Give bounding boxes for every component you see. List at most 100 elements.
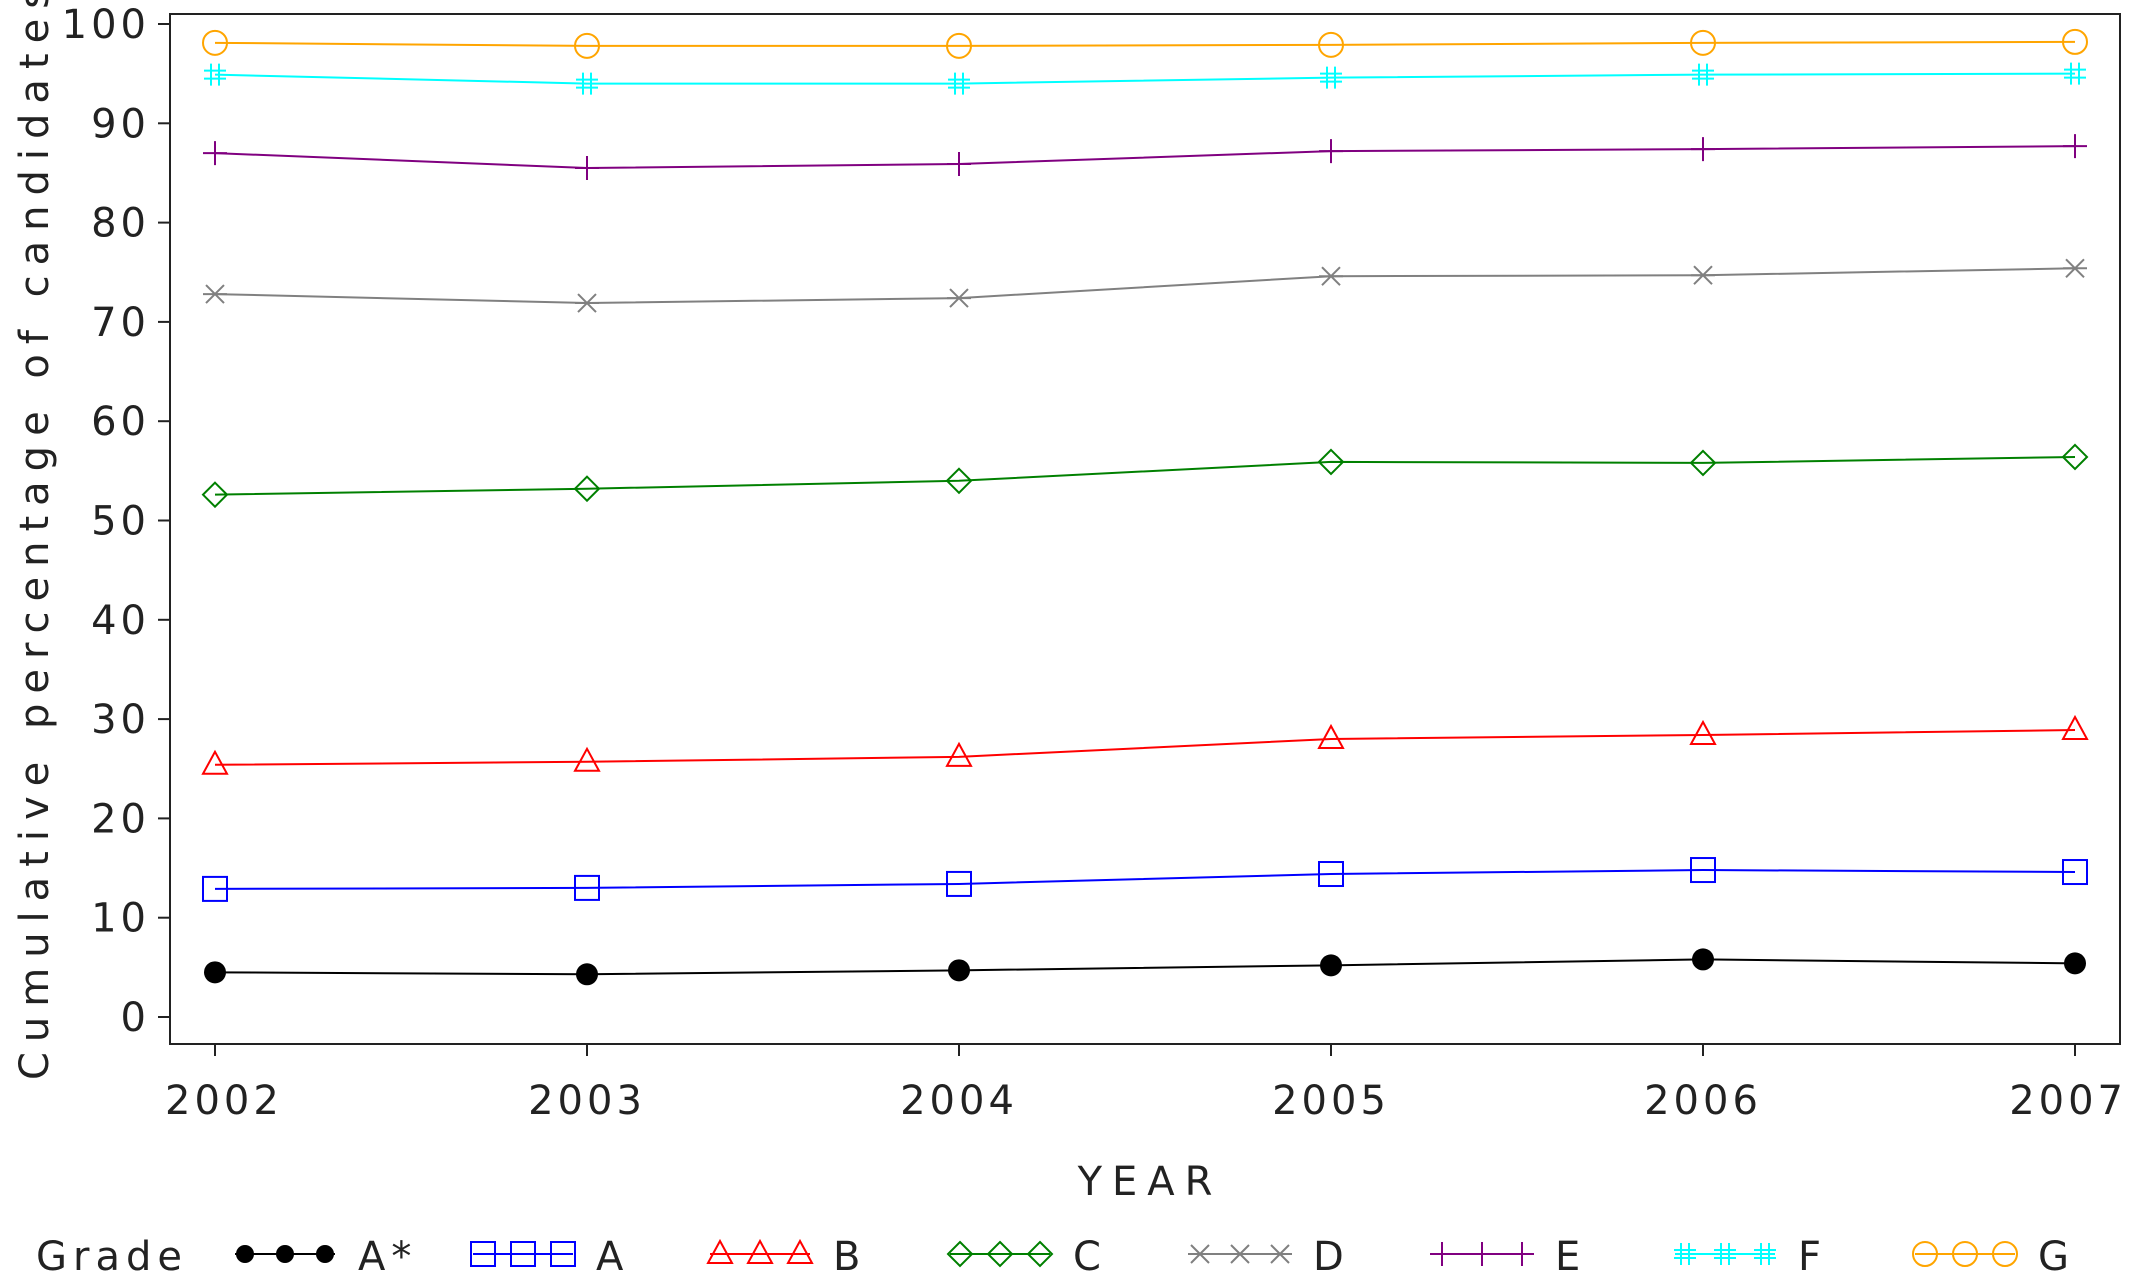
y-tick-label: 100: [62, 2, 150, 48]
legend-label: E: [1555, 1234, 1586, 1275]
data-point: [573, 746, 601, 772]
data-point: [576, 963, 598, 986]
series-line: [214, 455, 2076, 496]
legend: Grade A* A B C D E F G: [36, 1234, 2069, 1275]
legend-marker: [786, 1238, 814, 1264]
legend-marker: [1430, 1242, 1454, 1266]
data-point: [1689, 449, 1717, 477]
data-point: [1690, 857, 1716, 884]
x-tick-label: 2003: [528, 1078, 646, 1124]
legend-marker: [706, 1238, 734, 1264]
data-point: [1689, 719, 1717, 745]
data-point: [1691, 137, 1715, 162]
data-point: [947, 152, 971, 177]
data-point: [1692, 948, 1714, 971]
x-axis-title: YEAR: [1077, 1159, 1223, 1205]
series-line: [214, 869, 2076, 890]
data-point: [202, 875, 228, 902]
legend-item-F: F: [1674, 1234, 1827, 1275]
legend-item-A*: A*: [235, 1234, 417, 1275]
y-tick-label: 30: [91, 697, 150, 743]
legend-marker: [470, 1241, 496, 1267]
data-point: [201, 481, 229, 509]
data-point: [946, 870, 972, 897]
data-point: [204, 63, 226, 86]
data-point: [1692, 63, 1714, 86]
data-point: [204, 961, 226, 984]
series-A: [202, 857, 2088, 902]
legend-title: Grade: [36, 1234, 188, 1275]
legend-marker: [510, 1241, 536, 1267]
series-line: [214, 40, 2076, 47]
y-axis-title: Cumulative percentage of candidates: [12, 0, 58, 1080]
data-point: [1319, 139, 1343, 164]
data-point: [945, 741, 973, 767]
legend-label: D: [1313, 1234, 1350, 1275]
series-A*: [204, 948, 2086, 986]
legend-marker: [746, 1238, 774, 1264]
data-point: [2062, 28, 2088, 55]
legend-marker: [276, 1245, 294, 1263]
data-point: [574, 32, 600, 59]
data-point: [203, 141, 227, 166]
legend-marker: [946, 1240, 974, 1268]
legend-marker: [1470, 1242, 1494, 1266]
data-point: [576, 72, 598, 95]
data-point: [1317, 723, 1345, 749]
x-tick-label: 2004: [900, 1078, 1018, 1124]
series-G: [202, 28, 2088, 59]
data-point: [573, 475, 601, 503]
y-tick-label: 50: [91, 499, 150, 545]
legend-marker: [1188, 1244, 1212, 1264]
data-point: [2063, 258, 2087, 278]
legend-marker: [1952, 1241, 1978, 1267]
legend-marker: [986, 1240, 1014, 1268]
x-tick-label: 2006: [1644, 1078, 1762, 1124]
legend-label: F: [1798, 1234, 1827, 1275]
data-point: [1691, 265, 1715, 285]
legend-label: B: [833, 1234, 866, 1275]
x-tick-label: 2007: [2009, 1078, 2127, 1124]
data-point: [1319, 266, 1343, 286]
data-point: [945, 467, 973, 495]
data-point: [1318, 31, 1344, 58]
data-point: [2064, 952, 2086, 975]
legend-marker: [1992, 1241, 2018, 1267]
legend-item-B: B: [706, 1234, 866, 1275]
data-point: [1690, 29, 1716, 56]
series-B: [201, 714, 2089, 775]
series-C: [201, 443, 2089, 509]
x-tick-label: 2005: [1272, 1078, 1390, 1124]
legend-label: C: [1073, 1234, 1107, 1275]
legend-item-G: G: [1912, 1234, 2069, 1275]
legend-marker: [1026, 1240, 1054, 1268]
legend-label: A*: [358, 1234, 417, 1275]
series-line: [214, 958, 2076, 976]
data-point: [575, 293, 599, 313]
data-point: [947, 288, 971, 308]
legend-item-D: D: [1188, 1234, 1350, 1275]
series-F: [204, 62, 2086, 95]
legend-marker: [1674, 1243, 1696, 1265]
legend-item-E: E: [1430, 1234, 1586, 1275]
plot-frame: [169, 13, 2121, 1045]
series-E: [203, 134, 2087, 180]
legend-item-C: C: [946, 1234, 1107, 1275]
legend-marker: [1912, 1241, 1938, 1267]
legend-marker: [1268, 1244, 1292, 1264]
y-tick-label: 70: [91, 300, 150, 346]
data-point: [2061, 443, 2089, 471]
y-tick-label: 20: [91, 796, 150, 842]
y-tick-label: 90: [91, 101, 150, 147]
data-point: [201, 749, 229, 775]
y-axis: 0 10 20 30 40 50 60 70 80 90 100: [62, 2, 170, 1041]
data-point: [948, 72, 970, 95]
y-tick-label: 0: [121, 995, 150, 1041]
data-point: [2063, 134, 2087, 159]
data-point: [1320, 954, 1342, 977]
data-point: [1317, 448, 1345, 476]
series-line: [214, 729, 2076, 766]
data-point: [1320, 66, 1342, 89]
data-point: [202, 29, 228, 56]
